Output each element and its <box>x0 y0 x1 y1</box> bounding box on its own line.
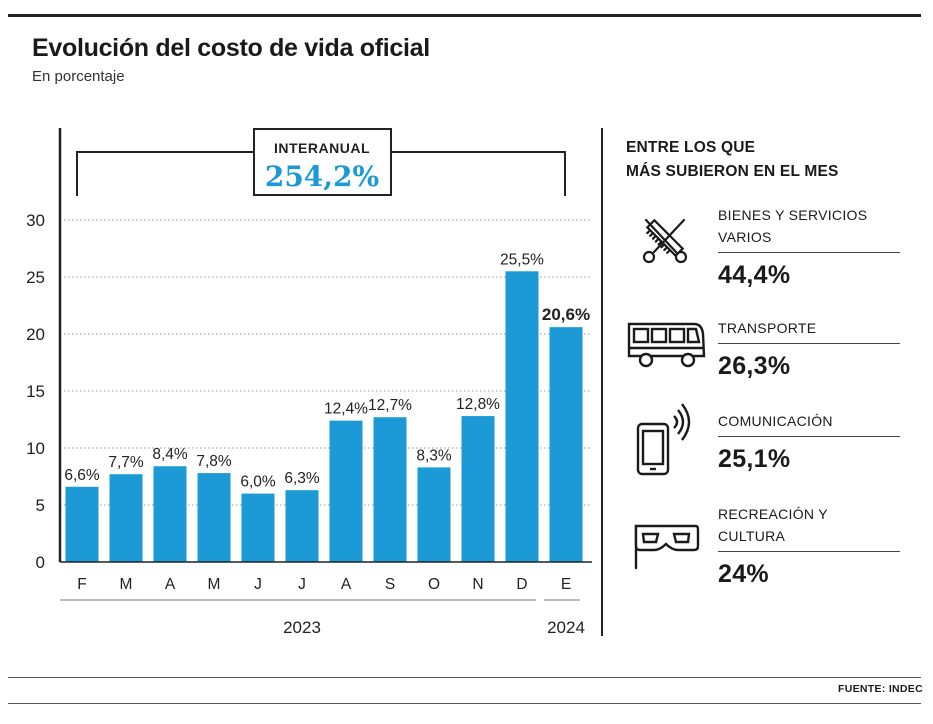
item-value: 26,3% <box>718 352 791 380</box>
bar <box>285 490 319 562</box>
bar-value-label: 6,6% <box>64 467 100 484</box>
y-tick-label: 0 <box>36 553 45 572</box>
x-tick-label: O <box>428 576 440 593</box>
chart-subtitle: En porcentaje <box>32 68 125 85</box>
bar-value-label: 7,7% <box>108 454 144 471</box>
x-tick-label: N <box>472 576 483 593</box>
scissors-comb-icon <box>642 218 688 264</box>
bar <box>461 416 495 562</box>
x-tick-label: M <box>208 576 221 593</box>
bar-value-label: 25,5% <box>500 251 544 268</box>
item-divider <box>718 252 900 253</box>
y-tick-label: 30 <box>26 211 45 230</box>
bar <box>153 466 187 562</box>
x-tick-label: A <box>165 576 176 593</box>
x-tick-label: D <box>516 576 527 593</box>
x-tick-label: J <box>298 576 306 593</box>
sidebar-item: BIENES Y SERVICIOS VARIOS 44,4% <box>718 204 900 290</box>
interannual-bracket-right <box>391 151 566 196</box>
bar <box>373 417 407 562</box>
footer-rule-bottom <box>8 703 921 704</box>
bar <box>197 473 231 562</box>
item-label-line1: TRANSPORTE <box>718 320 817 336</box>
bar <box>549 327 583 562</box>
item-label-line1: RECREACIÓN Y <box>718 506 828 522</box>
source-note: FUENTE: INDEC <box>838 683 923 695</box>
y-tick-label: 10 <box>26 439 45 458</box>
y-tick-label: 5 <box>36 496 45 515</box>
interannual-bracket-left <box>76 151 254 196</box>
item-value: 24% <box>718 560 769 588</box>
footer-rule <box>8 677 921 678</box>
sidebar-item: RECREACIÓN Y CULTURA 24% <box>718 503 900 589</box>
x-tick-label: F <box>77 576 86 593</box>
bar <box>241 493 275 562</box>
bar <box>505 271 539 562</box>
bar <box>109 474 143 562</box>
item-divider <box>718 436 900 437</box>
bar <box>65 486 99 562</box>
x-tick-label: M <box>120 576 133 593</box>
item-label-line2: CULTURA <box>718 528 786 544</box>
year-label: 2023 <box>283 618 321 637</box>
bar <box>417 467 451 562</box>
bar-value-label: 12,8% <box>456 396 500 413</box>
sidebar-item: TRANSPORTE 26,3% <box>718 317 900 381</box>
chart-title: Evolución del costo de vida oficial <box>32 34 430 62</box>
interannual-box <box>253 128 392 196</box>
y-tick-label: 20 <box>26 325 45 344</box>
bus-icon <box>627 322 706 368</box>
item-divider <box>718 343 900 344</box>
vr-mask-icon <box>634 524 700 570</box>
bar-value-label: 6,0% <box>240 474 276 491</box>
sidebar-title-line1: ENTRE LOS QUE <box>626 139 756 156</box>
sidebar-title-line2: MÁS SUBIERON EN EL MES <box>626 163 839 180</box>
item-label-line1: COMUNICACIÓN <box>718 413 833 429</box>
bar-value-label: 12,7% <box>368 397 412 414</box>
y-tick-label: 15 <box>26 382 45 401</box>
bar-chart: 0 5 10 15 20 25 30 6,6% F 7,7% M 8,4% A 7,8% M 6,0% J 6,3… <box>26 128 592 637</box>
interannual-label: INTERANUAL <box>274 140 370 156</box>
bar-value-label: 20,6% <box>542 305 590 324</box>
x-tick-label: S <box>385 576 395 593</box>
top-rule <box>8 14 921 17</box>
section-divider <box>601 128 603 636</box>
interannual-value: 254,2% <box>265 160 379 193</box>
x-tick-label: A <box>341 576 352 593</box>
smartphone-signal-icon <box>636 403 691 476</box>
item-label-line1: BIENES Y SERVICIOS <box>718 207 868 223</box>
x-tick-label: E <box>561 576 571 593</box>
item-divider <box>718 551 900 552</box>
bar-value-label: 6,3% <box>284 470 320 487</box>
item-value: 44,4% <box>718 261 791 289</box>
bar-value-label: 7,8% <box>196 453 232 470</box>
sidebar-title: ENTRE LOS QUE MÁS SUBIERON EN EL MES <box>626 136 839 184</box>
year-label: 2024 <box>547 618 585 637</box>
bar-value-label: 12,4% <box>324 401 368 418</box>
bar-value-label: 8,4% <box>152 446 188 463</box>
bar <box>329 420 363 562</box>
item-value: 25,1% <box>718 445 791 473</box>
item-label-line2: VARIOS <box>718 229 772 245</box>
sidebar-item: COMUNICACIÓN 25,1% <box>718 410 900 474</box>
bar-value-label: 8,3% <box>416 447 452 464</box>
y-tick-label: 25 <box>26 268 45 287</box>
x-tick-label: J <box>254 576 262 593</box>
